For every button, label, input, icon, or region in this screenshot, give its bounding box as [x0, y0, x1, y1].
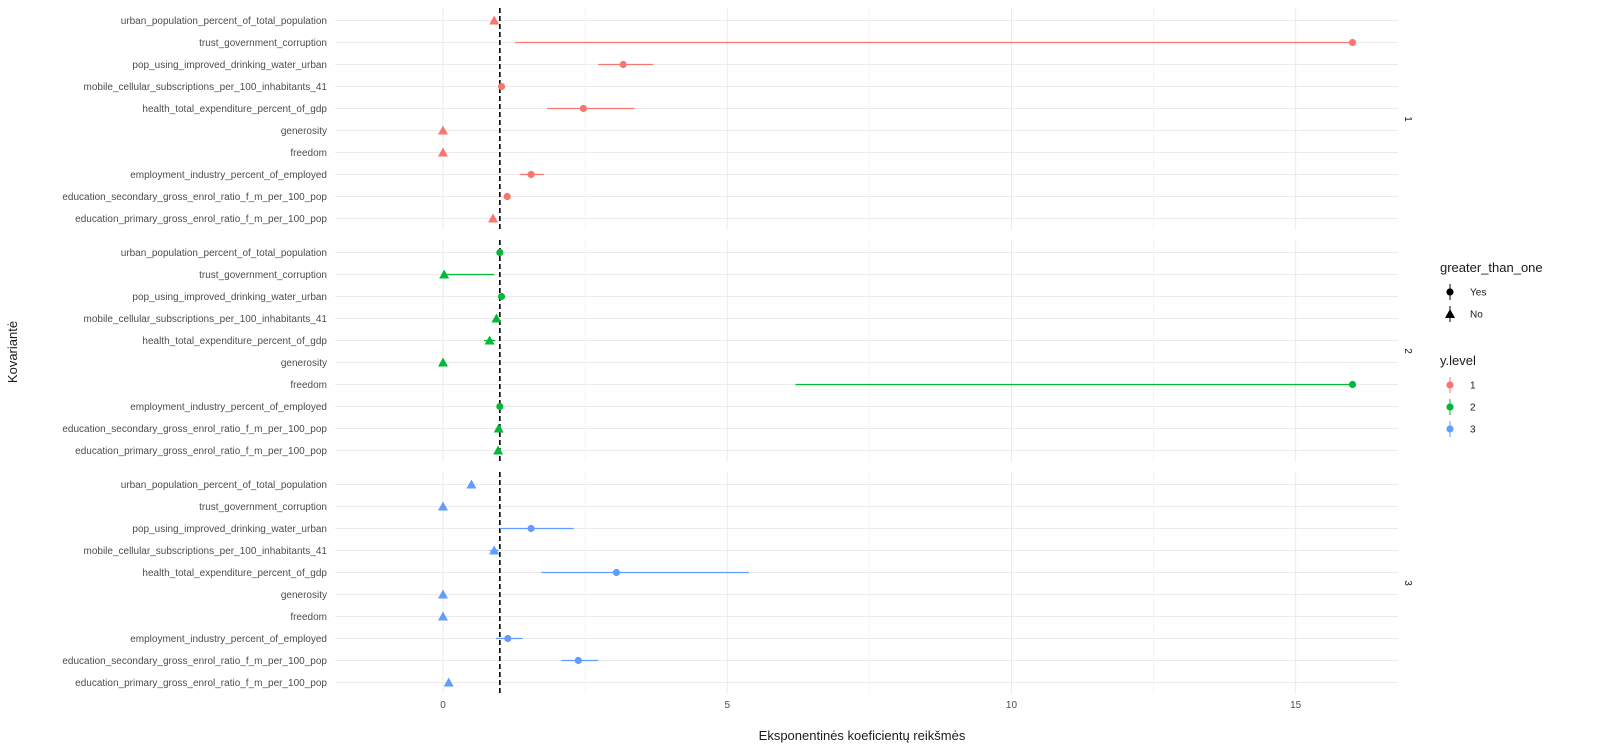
x-axis-title: Eksponentinės koeficientų reikšmės: [759, 728, 966, 743]
legend-key-circle: [1446, 403, 1454, 411]
y-axis-title: Kovariantė: [5, 321, 20, 383]
y-tick-label: health_total_expenditure_percent_of_gdp: [142, 336, 327, 347]
data-point-circle: [579, 104, 588, 113]
y-tick-label: freedom: [290, 612, 327, 623]
y-tick-label: freedom: [290, 148, 327, 159]
x-tick-label: 10: [1006, 700, 1018, 711]
data-point-circle: [612, 568, 620, 577]
y-tick-label: trust_government_corruption: [199, 502, 327, 513]
y-tick-label: trust_government_corruption: [199, 38, 327, 49]
x-axis: 0 5 10 15: [440, 700, 1301, 711]
data-point-circle: [1348, 38, 1357, 47]
data-point-circle: [574, 656, 582, 665]
data-point-triangle: [438, 611, 449, 621]
y-tick-label: health_total_expenditure_percent_of_gdp: [142, 104, 327, 115]
x-tick-label: 0: [440, 700, 446, 711]
legend-label: Yes: [1470, 288, 1486, 299]
data-point-circle: [496, 248, 504, 257]
panel-3: urban_population_percent_of_total_popula…: [62, 472, 1413, 694]
y-tick-label: employment_industry_percent_of_employed: [130, 634, 327, 645]
y-tick-label: education_secondary_gross_enrol_ratio_f_…: [62, 424, 327, 435]
y-tick-label: trust_government_corruption: [199, 270, 327, 281]
data-point-triangle: [443, 677, 454, 687]
y-tick-label: urban_population_percent_of_total_popula…: [121, 480, 327, 491]
data-point-circle: [619, 60, 627, 69]
data-point-triangle: [484, 335, 495, 345]
y-tick-label: education_primary_gross_enrol_ratio_f_m_…: [75, 446, 327, 457]
data-point-triangle: [438, 357, 449, 367]
legend-key-circle: [1446, 288, 1454, 296]
data-point-circle: [496, 402, 504, 411]
y-tick-label: mobile_cellular_subscriptions_per_100_in…: [84, 546, 328, 557]
facet-strip-label: 3: [1402, 580, 1413, 586]
data-point-triangle: [488, 213, 499, 223]
legend-key-triangle: [1445, 309, 1455, 318]
y-tick-label: mobile_cellular_subscriptions_per_100_in…: [84, 314, 328, 325]
x-tick-label: 15: [1290, 700, 1302, 711]
y-tick-label: generosity: [281, 126, 327, 137]
y-tick-label: generosity: [281, 358, 327, 369]
data-point-triangle: [489, 545, 500, 555]
facet-strip-label: 1: [1402, 116, 1413, 122]
data-point-circle: [504, 634, 512, 643]
y-tick-label: employment_industry_percent_of_employed: [130, 170, 327, 181]
y-tick-label: education_primary_gross_enrol_ratio_f_m_…: [75, 678, 327, 689]
data-point-circle: [503, 192, 511, 201]
panel-2: urban_population_percent_of_total_popula…: [62, 240, 1413, 462]
y-tick-label: education_secondary_gross_enrol_ratio_f_…: [62, 192, 327, 203]
data-point-triangle: [489, 15, 500, 25]
data-point-triangle: [466, 479, 477, 489]
legend-key-circle: [1446, 425, 1454, 433]
data-point-triangle: [438, 125, 449, 135]
legend: greater_than_one Yes No y.level 1 2 3: [1440, 260, 1543, 437]
data-point-circle: [497, 82, 506, 91]
legend-key-circle: [1446, 381, 1454, 389]
y-tick-label: pop_using_improved_drinking_water_urban: [132, 524, 327, 535]
data-point-triangle: [493, 423, 504, 433]
y-tick-label: generosity: [281, 590, 327, 601]
facet-strip-label: 2: [1402, 348, 1413, 354]
data-point-triangle: [491, 313, 502, 323]
legend-title-color: y.level: [1440, 353, 1476, 368]
legend-label: No: [1470, 310, 1483, 321]
y-tick-label: mobile_cellular_subscriptions_per_100_in…: [84, 82, 328, 93]
data-point-triangle: [439, 269, 450, 279]
data-point-circle: [497, 292, 506, 301]
y-tick-label: education_secondary_gross_enrol_ratio_f_…: [62, 656, 327, 667]
legend-label: 3: [1470, 425, 1476, 436]
y-tick-label: health_total_expenditure_percent_of_gdp: [142, 568, 327, 579]
data-point-circle: [1348, 380, 1357, 389]
data-point-triangle: [438, 589, 449, 599]
y-tick-label: pop_using_improved_drinking_water_urban: [132, 292, 327, 303]
x-tick-label: 5: [724, 700, 730, 711]
panel-1: urban_population_percent_of_total_popula…: [62, 8, 1413, 230]
data-point-triangle: [493, 445, 504, 455]
chart-panels: urban_population_percent_of_total_popula…: [62, 8, 1413, 694]
y-tick-label: urban_population_percent_of_total_popula…: [121, 16, 327, 27]
y-tick-label: employment_industry_percent_of_employed: [130, 402, 327, 413]
legend-label: 1: [1470, 381, 1476, 392]
data-point-circle: [527, 170, 535, 179]
y-tick-label: urban_population_percent_of_total_popula…: [121, 248, 327, 259]
data-point-triangle: [438, 501, 449, 511]
y-tick-label: pop_using_improved_drinking_water_urban: [132, 60, 327, 71]
data-point-circle: [527, 524, 535, 533]
y-tick-label: freedom: [290, 380, 327, 391]
data-point-triangle: [438, 147, 449, 157]
y-tick-label: education_primary_gross_enrol_ratio_f_m_…: [75, 214, 327, 225]
legend-title-shape: greater_than_one: [1440, 260, 1543, 275]
legend-label: 2: [1470, 403, 1476, 414]
